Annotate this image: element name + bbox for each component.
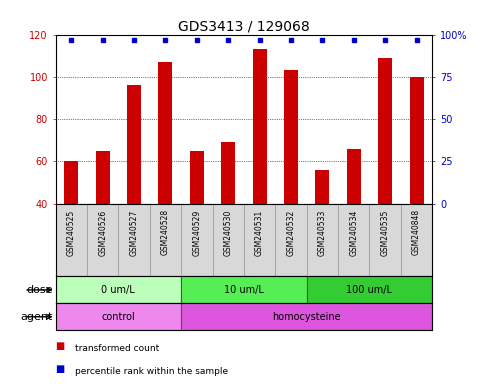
Bar — [410, 77, 424, 204]
Text: GSM240530: GSM240530 — [224, 209, 233, 256]
Text: dose: dose — [27, 285, 53, 295]
Bar — [158, 62, 172, 204]
Text: GSM240527: GSM240527 — [129, 209, 139, 256]
Bar — [150, 204, 181, 276]
Bar — [87, 204, 118, 276]
Text: GSM240526: GSM240526 — [98, 209, 107, 256]
Bar — [56, 276, 181, 303]
Bar — [181, 204, 213, 276]
Bar — [378, 58, 392, 204]
Bar — [221, 142, 235, 204]
Text: transformed count: transformed count — [75, 344, 159, 353]
Text: GSM240848: GSM240848 — [412, 209, 421, 255]
Text: 0 um/L: 0 um/L — [101, 285, 135, 295]
Bar — [347, 149, 361, 204]
Bar — [275, 204, 307, 276]
Bar — [96, 151, 110, 204]
Bar — [181, 303, 432, 330]
Bar — [307, 276, 432, 303]
Bar — [284, 71, 298, 204]
Text: GSM240531: GSM240531 — [255, 209, 264, 256]
Text: GSM240534: GSM240534 — [349, 209, 358, 256]
Text: homocysteine: homocysteine — [272, 312, 341, 322]
Bar — [56, 303, 181, 330]
Text: ■: ■ — [56, 364, 65, 374]
Text: GSM240533: GSM240533 — [318, 209, 327, 256]
Bar — [190, 151, 204, 204]
Bar — [127, 85, 141, 204]
Bar — [64, 161, 78, 204]
Bar — [213, 204, 244, 276]
Text: GSM240528: GSM240528 — [161, 209, 170, 255]
Text: GSM240532: GSM240532 — [286, 209, 296, 256]
Text: agent: agent — [21, 312, 53, 322]
Text: ■: ■ — [56, 341, 65, 351]
Bar — [253, 50, 267, 204]
Bar — [315, 170, 329, 204]
Text: control: control — [101, 312, 135, 322]
Text: percentile rank within the sample: percentile rank within the sample — [75, 367, 228, 376]
Bar — [338, 204, 369, 276]
Text: 10 um/L: 10 um/L — [224, 285, 264, 295]
Title: GDS3413 / 129068: GDS3413 / 129068 — [178, 20, 310, 33]
Bar — [56, 204, 87, 276]
Bar — [244, 204, 275, 276]
Bar — [369, 204, 401, 276]
Text: GSM240529: GSM240529 — [192, 209, 201, 256]
Bar — [118, 204, 150, 276]
Text: 100 um/L: 100 um/L — [346, 285, 393, 295]
Bar — [181, 276, 307, 303]
Bar — [307, 204, 338, 276]
Bar — [401, 204, 432, 276]
Text: GSM240525: GSM240525 — [67, 209, 76, 256]
Text: GSM240535: GSM240535 — [381, 209, 390, 256]
